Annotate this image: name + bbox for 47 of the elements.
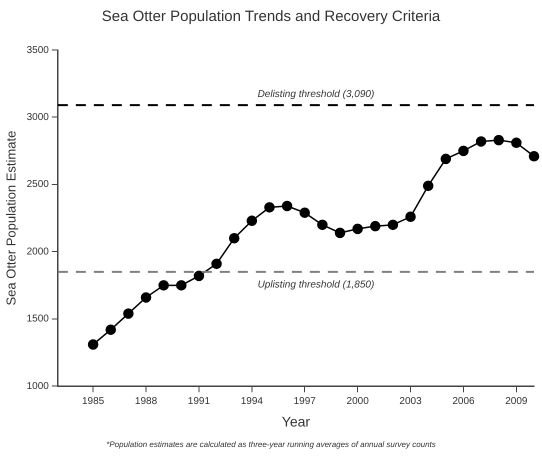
point <box>88 339 98 350</box>
point <box>405 212 416 222</box>
y-tick-label: 3500 <box>26 44 50 56</box>
x-tick-label: 2009 <box>505 396 528 407</box>
x-tick-label: 1991 <box>188 396 210 407</box>
x-tick-label: 1994 <box>240 396 264 407</box>
point <box>388 220 398 230</box>
point <box>440 154 452 164</box>
x-tick-label: 1988 <box>134 396 158 407</box>
text: *Population estimates are calculated as three-year running averages of annual survey counts <box>105 440 437 449</box>
point <box>194 270 204 282</box>
chart-title: Sea Otter Population Trends and Recovery Criteria <box>100 8 442 25</box>
point <box>528 150 540 162</box>
point <box>476 136 486 147</box>
point <box>334 228 346 238</box>
point <box>176 280 187 291</box>
point <box>140 292 152 303</box>
y-tick-label: 1500 <box>26 314 50 325</box>
point <box>211 258 222 270</box>
point <box>370 220 381 232</box>
point <box>299 207 310 218</box>
y-tick-label: 2500 <box>26 179 50 190</box>
point <box>228 233 240 244</box>
point <box>422 180 434 192</box>
point <box>123 308 134 319</box>
y-tick-label: 2000 <box>26 246 50 258</box>
point <box>158 280 169 291</box>
x-axis-title: Year <box>282 413 310 430</box>
y-axis-title: Sea Otter Population Estimate <box>3 130 18 306</box>
y-tick-label: 3000 <box>26 112 50 123</box>
point <box>458 146 469 156</box>
point <box>106 324 116 335</box>
x-tick-label: 2000 <box>346 396 370 407</box>
x-tick-label: 2003 <box>399 396 422 407</box>
point <box>264 202 275 213</box>
point <box>282 200 292 212</box>
point <box>317 220 328 230</box>
point <box>511 138 522 148</box>
x-tick-label: 2006 <box>452 396 476 407</box>
point <box>493 134 504 146</box>
ref-line-label: Uplisting threshold (1,850) <box>258 280 374 291</box>
x-tick-label: 1997 <box>294 396 316 407</box>
point <box>352 224 363 234</box>
x-tick-label: 1985 <box>82 396 105 407</box>
y-tick-label: 1000 <box>26 380 50 392</box>
ref-line-label: Delisting threshold (3,090) <box>258 88 374 100</box>
point <box>246 216 258 226</box>
